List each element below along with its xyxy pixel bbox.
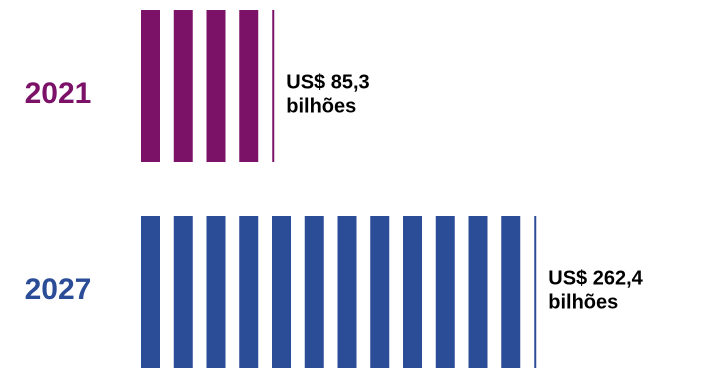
bar-stripe-2021-2 — [173, 10, 193, 162]
bar-stripe-2027-4 — [239, 216, 259, 368]
bar-end-line-2027 — [534, 216, 537, 368]
bar-stripe-2021-4 — [239, 10, 259, 162]
bar-stripe-2027-10 — [435, 216, 455, 368]
value-label-2027-line-1: US$ 262,4 — [548, 267, 643, 289]
bar-stripe-2027-2 — [173, 216, 193, 368]
bar-stripe-2027-6 — [304, 216, 324, 368]
bar-stripe-2027-8 — [370, 216, 390, 368]
bar-stripe-2027-11 — [468, 216, 488, 368]
bar-stripe-2021-1 — [141, 10, 160, 162]
bar-stripe-2027-9 — [403, 216, 422, 368]
bar-stripe-2027-7 — [337, 216, 357, 368]
bar-stripe-2027-12 — [501, 216, 521, 368]
year-label-2021: 2021 — [25, 77, 92, 110]
value-label-2021-line-2: bilhões — [286, 95, 356, 117]
bar-stripe-2027-3 — [206, 216, 226, 368]
bar-stripe-2021-3 — [206, 10, 226, 162]
value-label-2027-line-2: bilhões — [548, 291, 618, 313]
bar-stripe-2027-5 — [272, 216, 291, 368]
value-label-2021-line-1: US$ 85,3 — [286, 71, 369, 93]
bar-stripe-2027-1 — [141, 216, 160, 368]
bar-end-line-2021 — [272, 10, 275, 162]
year-label-2027: 2027 — [25, 273, 92, 306]
